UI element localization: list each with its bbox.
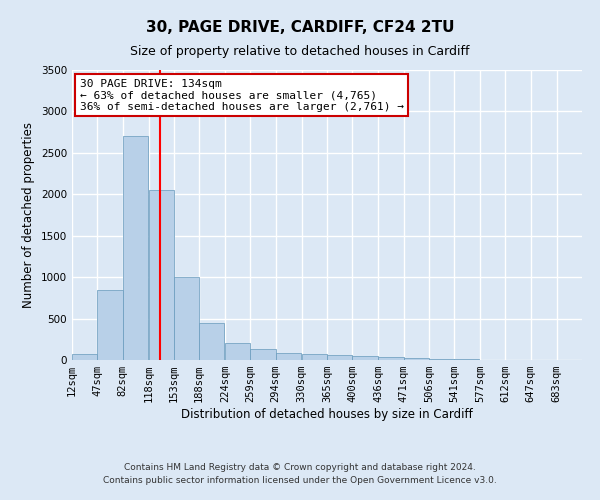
Bar bbox=[250, 349, 276, 360]
Bar bbox=[302, 354, 327, 360]
Bar bbox=[276, 354, 301, 360]
Bar bbox=[122, 136, 148, 360]
Text: Contains HM Land Registry data © Crown copyright and database right 2024.
Contai: Contains HM Land Registry data © Crown c… bbox=[103, 464, 497, 485]
Bar bbox=[97, 290, 122, 360]
Bar bbox=[149, 190, 174, 360]
Bar bbox=[352, 356, 377, 360]
Bar bbox=[327, 356, 352, 360]
X-axis label: Distribution of detached houses by size in Cardiff: Distribution of detached houses by size … bbox=[181, 408, 473, 421]
Y-axis label: Number of detached properties: Number of detached properties bbox=[22, 122, 35, 308]
Text: 30, PAGE DRIVE, CARDIFF, CF24 2TU: 30, PAGE DRIVE, CARDIFF, CF24 2TU bbox=[146, 20, 454, 35]
Bar bbox=[404, 358, 429, 360]
Bar bbox=[454, 359, 479, 360]
Bar bbox=[225, 344, 250, 360]
Bar bbox=[429, 359, 454, 360]
Bar bbox=[72, 354, 97, 360]
Text: Size of property relative to detached houses in Cardiff: Size of property relative to detached ho… bbox=[130, 45, 470, 58]
Bar bbox=[174, 277, 199, 360]
Text: 30 PAGE DRIVE: 134sqm
← 63% of detached houses are smaller (4,765)
36% of semi-d: 30 PAGE DRIVE: 134sqm ← 63% of detached … bbox=[80, 78, 404, 112]
Bar bbox=[199, 322, 224, 360]
Bar bbox=[378, 357, 404, 360]
